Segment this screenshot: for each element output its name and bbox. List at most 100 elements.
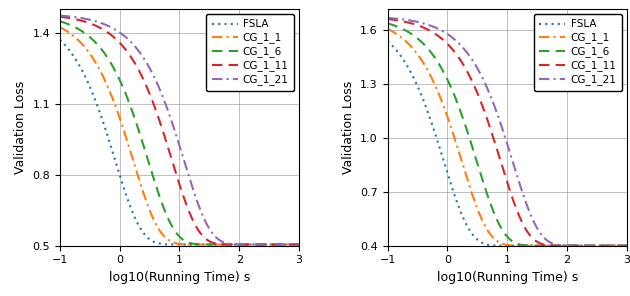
- Y-axis label: Validation Loss: Validation Loss: [14, 81, 27, 174]
- FSLA: [207, 243, 215, 246]
- CG_1_1: [623, 244, 630, 247]
- CG_1_11: [623, 244, 630, 247]
- Line: FSLA: FSLA: [60, 40, 299, 244]
- FSLA: [479, 241, 486, 245]
- FSLA: [56, 38, 64, 41]
- Legend: FSLA, CG_1_1, CG_1_6, CG_1_11, CG_1_21: FSLA, CG_1_1, CG_1_6, CG_1_11, CG_1_21: [534, 14, 622, 91]
- CG_1_21: [230, 242, 238, 246]
- FSLA: [534, 244, 542, 247]
- CG_1_11: [262, 243, 270, 246]
- Line: CG_1_6: CG_1_6: [387, 23, 627, 246]
- CG_1_6: [384, 22, 391, 25]
- FSLA: [623, 244, 630, 247]
- Y-axis label: Validation Loss: Validation Loss: [341, 81, 355, 174]
- CG_1_21: [604, 244, 612, 247]
- CG_1_21: [462, 49, 469, 52]
- CG_1_1: [558, 244, 566, 247]
- CG_1_1: [553, 244, 561, 247]
- CG_1_11: [462, 67, 469, 70]
- CG_1_21: [56, 14, 64, 17]
- CG_1_6: [413, 36, 420, 39]
- CG_1_11: [230, 243, 238, 246]
- FSLA: [151, 240, 158, 244]
- FSLA: [85, 82, 93, 86]
- CG_1_1: [231, 243, 238, 246]
- CG_1_11: [479, 104, 486, 107]
- CG_1_11: [85, 21, 93, 25]
- CG_1_6: [238, 243, 246, 246]
- CG_1_21: [479, 76, 486, 79]
- CG_1_1: [56, 25, 64, 29]
- Line: CG_1_11: CG_1_11: [387, 19, 627, 246]
- CG_1_6: [623, 244, 630, 247]
- CG_1_1: [151, 220, 158, 223]
- CG_1_6: [558, 244, 565, 247]
- FSLA: [231, 243, 238, 246]
- CG_1_21: [274, 243, 282, 246]
- CG_1_1: [479, 219, 486, 222]
- CG_1_21: [534, 228, 542, 231]
- FSLA: [384, 39, 391, 43]
- CG_1_11: [556, 244, 564, 247]
- CG_1_11: [295, 243, 303, 246]
- CG_1_21: [134, 48, 142, 52]
- FSLA: [462, 221, 469, 225]
- CG_1_6: [479, 178, 486, 181]
- Legend: FSLA, CG_1_1, CG_1_6, CG_1_11, CG_1_21: FSLA, CG_1_1, CG_1_6, CG_1_11, CG_1_21: [207, 14, 294, 91]
- CG_1_1: [557, 244, 564, 247]
- Line: CG_1_21: CG_1_21: [387, 18, 627, 246]
- CG_1_6: [534, 244, 542, 247]
- CG_1_21: [556, 244, 564, 247]
- CG_1_1: [534, 244, 542, 247]
- CG_1_21: [85, 18, 93, 21]
- CG_1_6: [556, 244, 564, 247]
- CG_1_6: [151, 180, 158, 183]
- CG_1_6: [207, 243, 214, 246]
- CG_1_1: [207, 243, 214, 246]
- CG_1_6: [462, 124, 469, 128]
- CG_1_1: [384, 27, 391, 31]
- CG_1_11: [134, 67, 142, 70]
- CG_1_21: [229, 242, 236, 246]
- Line: FSLA: FSLA: [387, 41, 627, 246]
- CG_1_6: [568, 244, 575, 247]
- CG_1_1: [295, 243, 303, 246]
- CG_1_21: [623, 244, 630, 247]
- CG_1_1: [413, 51, 420, 54]
- Line: CG_1_21: CG_1_21: [60, 16, 299, 244]
- FSLA: [134, 222, 142, 226]
- CG_1_11: [207, 240, 214, 244]
- CG_1_21: [295, 243, 303, 246]
- CG_1_11: [558, 244, 565, 247]
- Line: CG_1_11: CG_1_11: [60, 17, 299, 244]
- CG_1_11: [56, 15, 64, 18]
- CG_1_21: [207, 229, 214, 232]
- CG_1_6: [230, 243, 238, 246]
- Line: CG_1_1: CG_1_1: [60, 27, 299, 244]
- CG_1_11: [151, 105, 158, 109]
- FSLA: [413, 82, 420, 85]
- Line: CG_1_6: CG_1_6: [60, 21, 299, 244]
- CG_1_1: [224, 243, 231, 246]
- FSLA: [557, 244, 564, 247]
- CG_1_1: [229, 243, 237, 246]
- FSLA: [558, 244, 566, 247]
- FSLA: [205, 243, 213, 246]
- CG_1_6: [56, 20, 64, 23]
- CG_1_21: [413, 20, 420, 23]
- CG_1_6: [295, 243, 303, 246]
- CG_1_6: [134, 126, 142, 129]
- CG_1_6: [85, 34, 93, 38]
- Line: CG_1_1: CG_1_1: [387, 29, 627, 246]
- CG_1_1: [462, 172, 469, 175]
- FSLA: [535, 244, 542, 247]
- CG_1_21: [384, 16, 391, 20]
- CG_1_11: [229, 243, 236, 246]
- CG_1_11: [384, 17, 391, 21]
- CG_1_21: [558, 244, 565, 247]
- CG_1_6: [229, 243, 236, 246]
- X-axis label: log10(Running Time) s: log10(Running Time) s: [109, 271, 250, 284]
- CG_1_11: [413, 23, 420, 27]
- FSLA: [229, 243, 237, 246]
- CG_1_11: [534, 241, 542, 244]
